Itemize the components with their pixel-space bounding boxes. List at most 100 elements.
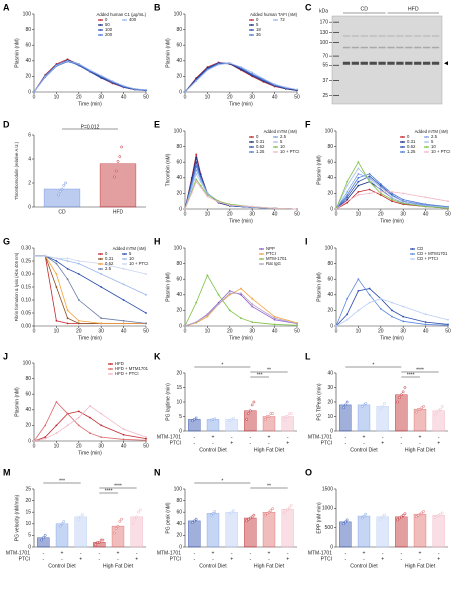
y-tick-label: 0.30 [21, 245, 31, 251]
data-point [113, 175, 116, 179]
series-line [335, 167, 449, 210]
data-point [424, 205, 427, 208]
data-point [120, 517, 123, 521]
data-point [116, 160, 120, 163]
data-point [77, 322, 80, 325]
data-point [55, 319, 58, 322]
y-axis-label: Plasmin (nM) [14, 387, 20, 417]
data-point [195, 169, 198, 171]
legend-marker [99, 34, 102, 36]
legend-marker [274, 146, 277, 148]
x-tick-label: 0 [33, 443, 36, 449]
data-point [251, 303, 254, 306]
data-point [199, 186, 202, 189]
data-point [383, 513, 386, 517]
data-point [194, 416, 198, 420]
legend-marker [425, 141, 428, 143]
x-tick-label: 0 [335, 328, 338, 334]
y-tick-label: 0 [179, 323, 182, 329]
legend-marker [401, 146, 404, 148]
data-point [217, 201, 220, 203]
row-label: PTCI [170, 556, 181, 562]
y-tick-label: 60 [25, 43, 31, 49]
data-point [357, 167, 360, 170]
data-point [440, 511, 444, 515]
data-point [240, 287, 242, 290]
legend-marker [411, 258, 414, 260]
data-point [116, 524, 120, 528]
legend-marker [250, 29, 253, 31]
data-point [439, 407, 442, 411]
legend-marker [411, 253, 414, 255]
data-point [362, 514, 366, 518]
bar [376, 406, 389, 432]
x-tick-label: 30 [98, 328, 104, 334]
data-point [379, 407, 383, 411]
data-point [101, 538, 105, 542]
y-axis-label: PG velocity (nM/min) [14, 494, 20, 541]
significance-label: **** [114, 483, 122, 489]
data-point [77, 410, 80, 413]
data-point [77, 517, 81, 521]
data-point [343, 403, 347, 407]
data-point [391, 301, 393, 304]
series-line [34, 255, 146, 324]
row-sign: - [42, 556, 44, 562]
marker-label: 130 [320, 30, 329, 36]
data-point [342, 522, 345, 526]
data-point [247, 412, 250, 415]
data-point [57, 193, 60, 197]
data-point [391, 309, 393, 312]
y-tick-label: 40 [176, 58, 182, 64]
y-tick-label: 20 [176, 74, 182, 80]
group-label: Control Diet [350, 563, 378, 569]
x-tick-label: 20 [227, 94, 233, 100]
y-tick-label: 4 [28, 156, 31, 162]
panel-label: G [3, 236, 10, 246]
data-point [122, 299, 125, 301]
data-point [273, 323, 276, 326]
x-tick-label: HFD [113, 209, 124, 215]
row-sign: - [80, 550, 82, 556]
data-point [447, 200, 449, 203]
data-point [284, 509, 288, 513]
legend-marker [99, 268, 102, 270]
legend-label: NPP [266, 246, 275, 251]
band-faint [369, 46, 377, 49]
legend-marker [250, 146, 253, 148]
significance-label: **** [105, 488, 113, 494]
data-point [211, 512, 215, 515]
legend-marker [250, 136, 253, 138]
data-point [135, 515, 139, 519]
x-tick-label: 50 [143, 94, 149, 100]
y-tick-label: 1500 [322, 486, 333, 492]
row-sign: - [268, 440, 270, 446]
bar [339, 404, 352, 432]
data-point [145, 437, 147, 440]
data-point [357, 309, 360, 312]
data-point [357, 278, 360, 281]
legend-label: 0 [105, 17, 108, 22]
data-point [33, 440, 35, 442]
data-point [357, 190, 360, 193]
legend-marker [260, 253, 263, 255]
group-label: Control Diet [199, 563, 227, 569]
x-tick-label: 10 [356, 328, 362, 334]
data-point [271, 412, 274, 415]
significance-label: *** [59, 478, 65, 484]
data-point [228, 290, 231, 292]
data-point [228, 293, 231, 296]
data-point [133, 517, 137, 521]
band-faint [351, 35, 360, 37]
series-line [184, 180, 298, 210]
data-point [77, 299, 80, 301]
data-point [418, 512, 422, 516]
data-point [232, 509, 235, 512]
x-tick-label: 10 [54, 94, 60, 100]
data-point [346, 313, 349, 316]
y-tick-label: 0 [179, 89, 182, 95]
data-point [391, 200, 393, 203]
data-point [184, 208, 186, 210]
marker-label: 55 [322, 63, 328, 69]
y-tick-label: 10 [25, 521, 31, 527]
